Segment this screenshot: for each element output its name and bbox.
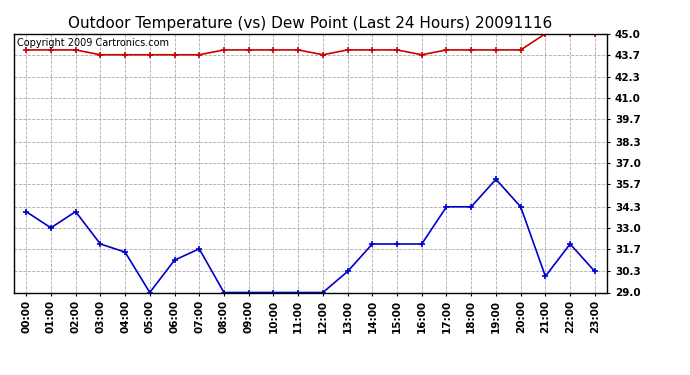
Title: Outdoor Temperature (vs) Dew Point (Last 24 Hours) 20091116: Outdoor Temperature (vs) Dew Point (Last… [68,16,553,31]
Text: Copyright 2009 Cartronics.com: Copyright 2009 Cartronics.com [17,38,169,48]
